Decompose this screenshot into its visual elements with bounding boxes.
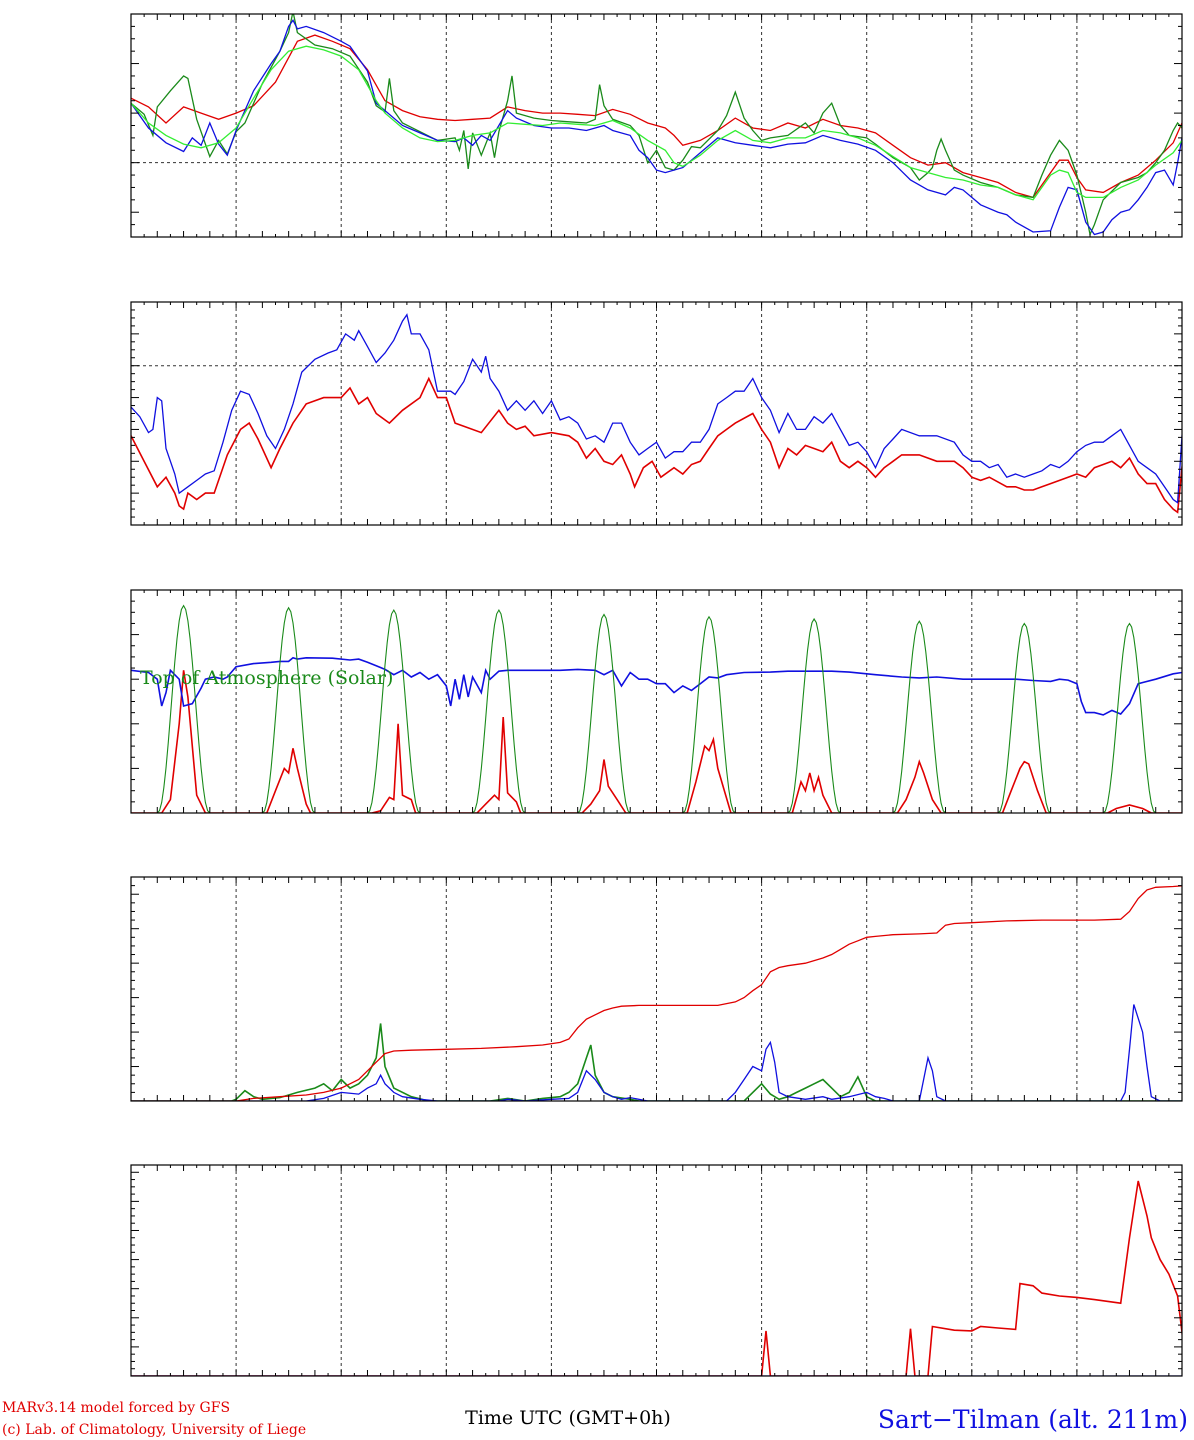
series-group [131,14,1182,237]
toa-solar-curve [152,604,215,813]
series-line-solar [131,670,1182,813]
model-note: MARv3.14 model forced by GFS [2,1400,230,1416]
series-line-temperature [131,34,1182,199]
series-line-snow-height-cm [131,1180,1182,1376]
series-line-wind-speed [131,376,1182,514]
toa-solar-curve [258,606,320,813]
series-line-wind-gust [131,313,1182,504]
series-line-dewpoint-temp [131,45,1182,201]
toa-solar-curve [573,613,635,813]
time-axis-label: Time UTC (GMT+0h) [465,1407,671,1429]
panel-5 [130,1164,1183,1377]
toa-solar-curve [783,617,845,813]
toa-solar-curve [468,608,530,813]
series-line-infrared [131,656,1182,716]
panel-4 [130,876,1183,1102]
series-line-total-cumulated-cm [131,885,1182,1101]
series-line-liquid-precip-mm-h [131,1023,1182,1101]
series-line-snow-precip-mm-h [131,1004,1182,1101]
panel-3: Top of Atmosphere (Solar) [130,589,1183,814]
series-line-humidex [131,18,1182,236]
toa-solar-curve [1098,622,1161,813]
panels: Top of Atmosphere (Solar) [130,13,1183,1377]
series-group [131,313,1182,514]
legend-entry: Top of Atmosphere (Solar) [140,667,393,689]
panel-1 [130,13,1183,238]
plot-frame [130,301,1183,526]
toa-solar-curve [363,608,425,813]
toa-solar-curve [888,620,950,813]
series-group [131,885,1182,1101]
toa-solar-curve [678,615,740,813]
toa-solar-curve [993,622,1055,813]
series-group [131,604,1182,813]
series-line-vigne-temp [131,14,1182,237]
station-name: Sart−Tilman (alt. 211m) [878,1405,1188,1434]
plot-frame [130,876,1183,1102]
series-group [131,1180,1182,1376]
copyright-note: (c) Lab. of Climatology, University of L… [2,1422,306,1438]
panel-2 [130,301,1183,526]
